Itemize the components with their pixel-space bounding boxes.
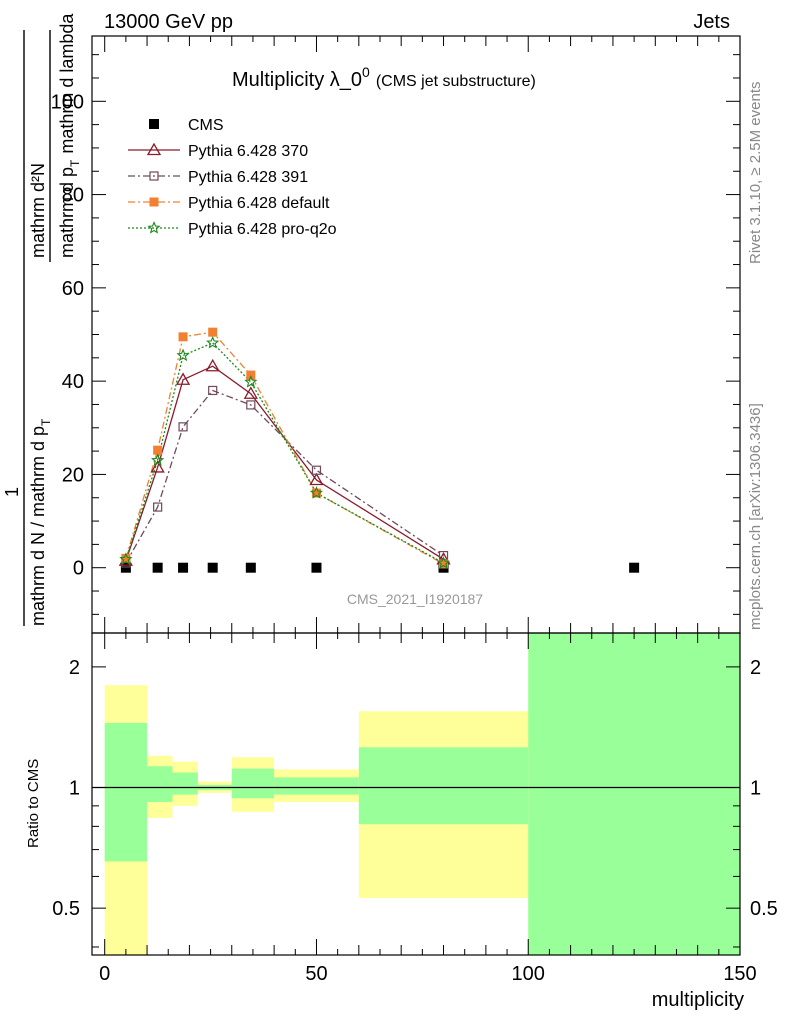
series-4-point-2 [176, 348, 190, 362]
series-2-point-2 [178, 422, 188, 432]
legend-marker-4 [147, 221, 161, 234]
series-0-point-4 [245, 562, 256, 573]
legend-label-4: Pythia 6.428 pro-q2o [188, 221, 337, 238]
plot-title-main: Multiplicity λ_0 [232, 69, 362, 91]
series-4-point-3 [206, 335, 220, 349]
series-4-point-1 [151, 453, 165, 467]
series-0-point-3 [207, 562, 218, 573]
header-right-label: Jets [693, 11, 730, 33]
main-y-tick-label-60: 60 [62, 278, 84, 300]
legend: CMS Pythia 6.428 370 Pythia 6.428 391 Pythi… [128, 117, 337, 238]
main-y-tick-label-100: 100 [51, 91, 84, 113]
x-tick-label-150: 150 [723, 963, 756, 985]
ratio-y-label: Ratio to CMS [25, 759, 42, 848]
main-series [125, 331, 444, 565]
y-label-denominator: mathrm d pTmathrm d lambda [57, 13, 82, 258]
legend-label-3: Pythia 6.428 default [188, 195, 330, 212]
series-3-point-2 [178, 332, 188, 342]
ratio-y-tick-label-left-2: 2 [69, 657, 80, 679]
ratio-band-green-5 [274, 777, 359, 795]
rivet-label: Rivet 3.1.10, ≥ 2.5M events [747, 82, 764, 265]
series-4-point-0 [119, 552, 133, 565]
x-tick-label-50: 50 [305, 963, 327, 985]
main-y-tick-label-20: 20 [62, 464, 84, 486]
series-2-point-1 [153, 502, 163, 512]
plot-title-sup: 0 [362, 64, 370, 80]
legend-marker-3 [149, 197, 159, 207]
legend-label-0: CMS [188, 117, 224, 134]
main-markers [118, 327, 640, 573]
series-3-point-6 [439, 559, 449, 569]
y-label-one: 1 [2, 487, 22, 497]
mcplots-label: mcplots.cern.ch [arXiv:1306.3436] [747, 403, 764, 630]
series-3-point-0 [121, 553, 131, 563]
x-axis-label: multiplicity [652, 989, 744, 1011]
y-label-denominator-a: mathrm d p [57, 167, 77, 258]
series-3-point-3 [208, 327, 218, 337]
series-2-point-4 [246, 400, 256, 410]
series-0-point-1 [152, 562, 163, 573]
analysis-tag: CMS_2021_I1920187 [347, 591, 483, 607]
plot-title: Multiplicity λ_00 (CMS jet substructure) [232, 64, 536, 91]
y-label-normalization-b: T [39, 418, 53, 426]
ratio-y-tick-label-left-1: 1 [69, 778, 80, 800]
x-tick-label-100: 100 [512, 963, 545, 985]
series-1-point-2 [175, 372, 191, 385]
series-1-point-5 [309, 472, 324, 486]
ratio-y-tick-label-right-1: 1 [750, 778, 761, 800]
ratio-band-green-2 [172, 772, 198, 795]
y-label-normalization-a: mathrm d N / mathrm d p [28, 426, 48, 626]
legend-marker-0 [149, 119, 159, 129]
ratio-panel-frame [91, 632, 741, 956]
series-2-point-5 [311, 465, 322, 475]
series-4-point-5 [309, 486, 324, 499]
series-0-point-7 [629, 562, 640, 573]
ratio-band-green-0 [104, 722, 148, 862]
series-line-2 [125, 389, 444, 564]
series-0-point-0 [120, 562, 131, 573]
y-label-denominator-c: mathrm d lambda [57, 13, 77, 154]
series-3-point-4 [246, 370, 256, 380]
main-y-label: mathrm d²N mathrm d pTmathrm d lambda 1 … [2, 13, 82, 626]
series-0-point-2 [178, 562, 189, 573]
legend-label-1: Pythia 6.428 370 [188, 143, 308, 160]
plot-title-sub: (CMS jet substructure) [376, 73, 536, 90]
series-3-point-1 [153, 445, 163, 455]
y-label-normalization: mathrm d N / mathrm d pT [28, 418, 53, 626]
main-y-tick-label-40: 40 [62, 371, 84, 393]
series-1-point-3 [205, 358, 220, 372]
main-y-tick-label-80: 80 [62, 185, 84, 207]
ratio-y-tick-label-right-0.5: 0.5 [750, 898, 778, 920]
ratio-y-tick-label-right-2: 2 [750, 657, 761, 679]
legend-marker-1 [146, 142, 162, 156]
series-0-point-5 [311, 562, 322, 573]
ratio-band-green-1 [147, 766, 173, 803]
ratio-y-tick-label-left-0.5: 0.5 [52, 898, 80, 920]
series-2-point-3 [208, 385, 218, 396]
series-4-point-6 [436, 556, 451, 569]
ratio-bands [92, 633, 740, 955]
series-3-point-5 [311, 488, 321, 498]
series-line-1 [125, 365, 444, 561]
axes: 0 20 40 60 80 100 0 50 100 150 0.5 0.5 1 1 2 2 [51, 36, 778, 985]
series-4-point-4 [244, 375, 258, 388]
ratio-band-green-6 [358, 747, 529, 825]
legend-label-2: Pythia 6.428 391 [188, 169, 308, 186]
ratio-band-green-7 [528, 633, 740, 955]
legend-marker-2 [149, 171, 159, 181]
series-1-point-4 [243, 386, 258, 399]
y-label-denominator-b: T [68, 159, 82, 167]
y-label-numerator: mathrm d²N [28, 163, 48, 258]
series-1-point-1 [150, 460, 165, 473]
ratio-band-green-4 [231, 768, 275, 799]
main-y-tick-label-0: 0 [73, 558, 84, 580]
x-tick-label-0: 0 [99, 963, 110, 985]
header-left-label: 13000 GeV pp [104, 11, 233, 33]
